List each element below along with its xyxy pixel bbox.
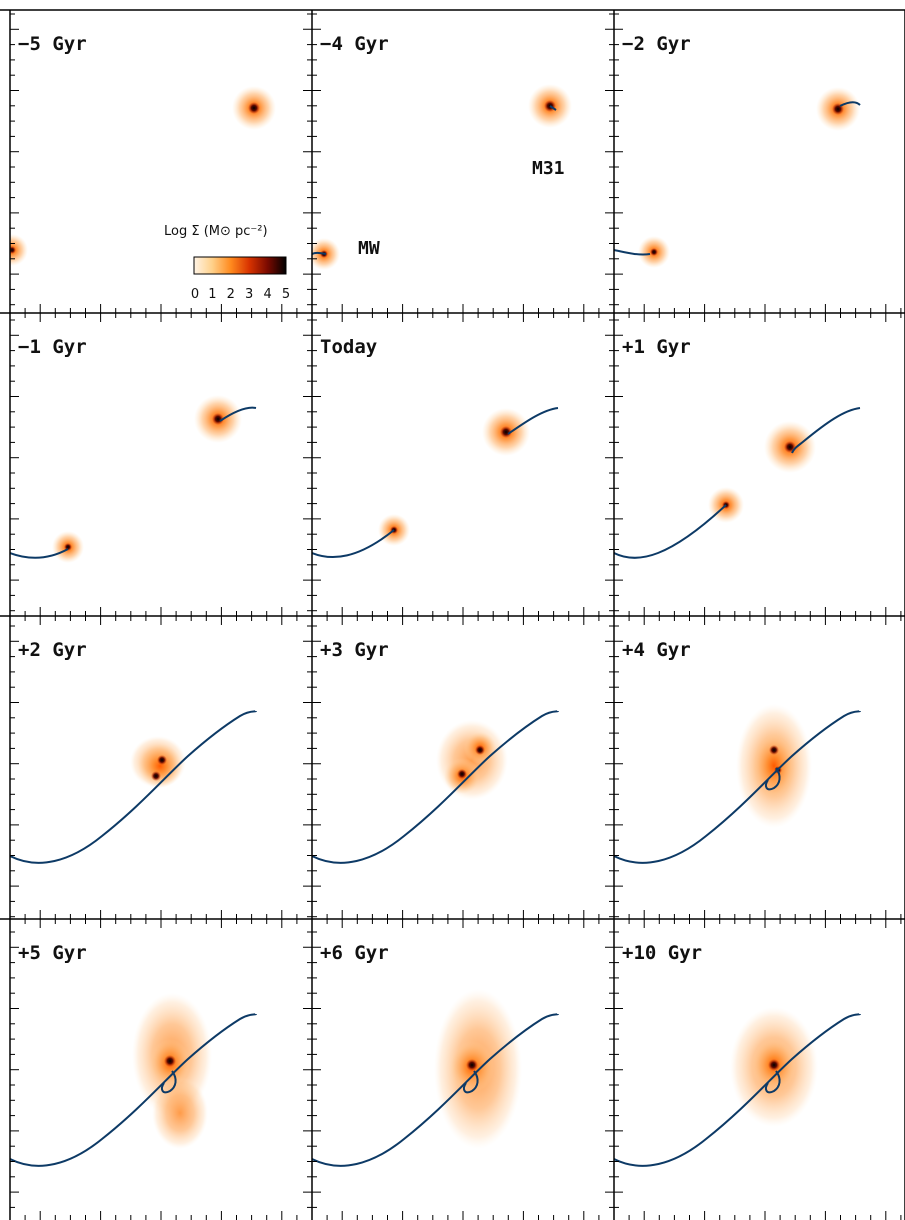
colorbar-gradient [193, 256, 287, 275]
panel-4 [10, 313, 312, 616]
m31-label: M31 [532, 158, 565, 179]
panel-time-label: +6 Gyr [320, 942, 389, 964]
panel-time-label: +10 Gyr [622, 942, 702, 964]
panel-time-label: +3 Gyr [320, 639, 389, 661]
colorbar-title: Log Σ (M⊙ pc⁻²) [164, 224, 268, 239]
colorbar-tick-label: 4 [263, 287, 271, 302]
colorbar: Log Σ (M⊙ pc⁻²) 0 1 2 3 4 5 [164, 224, 290, 302]
panel-6 [614, 313, 905, 616]
panel-time-label: −5 Gyr [18, 33, 87, 55]
panel-time-label: Today [320, 336, 377, 358]
panel-12 [614, 919, 905, 1220]
panel-2 [312, 10, 614, 313]
colorbar-tick-label: 3 [245, 287, 253, 302]
panel-time-label: +4 Gyr [622, 639, 691, 661]
panel-9 [614, 616, 905, 919]
panel-time-label: −4 Gyr [320, 33, 389, 55]
panel-time-label: +2 Gyr [18, 639, 87, 661]
panel-11 [312, 919, 614, 1220]
panel-8 [312, 616, 614, 919]
colorbar-tick-label: 5 [282, 287, 290, 302]
colorbar-tick-label: 0 [191, 287, 199, 302]
panel-3 [614, 10, 905, 313]
colorbar-tick-label: 1 [208, 287, 216, 302]
mw-label: MW [358, 238, 380, 259]
panel-time-label: −1 Gyr [18, 336, 87, 358]
panel-time-label: −2 Gyr [622, 33, 691, 55]
panel-time-label: +1 Gyr [622, 336, 691, 358]
colorbar-tick-label: 2 [227, 287, 235, 302]
panel-5 [312, 313, 614, 616]
panel-7 [10, 616, 312, 919]
panel-10 [10, 919, 312, 1220]
axis-ticks [9, 13, 902, 1220]
panel-time-label: +5 Gyr [18, 942, 87, 964]
